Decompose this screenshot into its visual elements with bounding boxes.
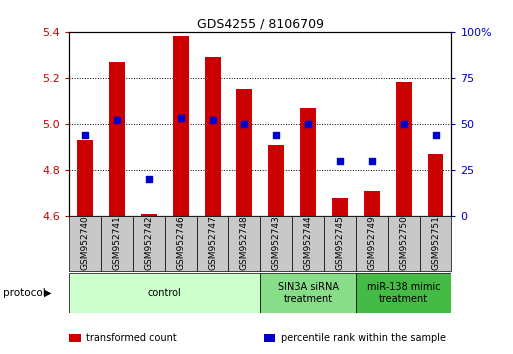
Point	[208, 118, 216, 123]
Bar	[292, 216, 324, 271]
Text: GSM952747: GSM952747	[208, 215, 217, 270]
Point	[368, 158, 376, 164]
Bar	[69, 273, 261, 313]
Point	[145, 176, 153, 182]
Bar	[332, 198, 348, 216]
Bar	[109, 62, 125, 216]
Text: protocol: protocol	[3, 288, 45, 298]
Point	[400, 121, 408, 127]
Point	[113, 118, 121, 123]
Bar	[165, 216, 196, 271]
Text: GSM952748: GSM952748	[240, 215, 249, 270]
Text: GSM952751: GSM952751	[431, 215, 440, 270]
Text: GSM952742: GSM952742	[144, 215, 153, 270]
Bar	[268, 144, 284, 216]
Bar	[69, 216, 101, 271]
Text: GSM952749: GSM952749	[367, 215, 377, 270]
Point	[176, 115, 185, 121]
Text: GSM952750: GSM952750	[399, 215, 408, 270]
Bar	[205, 57, 221, 216]
Text: SIN3A siRNA
treatment: SIN3A siRNA treatment	[278, 282, 339, 304]
Point	[81, 132, 89, 138]
Text: miR-138 mimic
treatment: miR-138 mimic treatment	[367, 282, 441, 304]
Point	[272, 132, 281, 138]
Bar	[324, 216, 356, 271]
Bar	[133, 216, 165, 271]
Bar	[228, 216, 261, 271]
Text: ▶: ▶	[44, 288, 51, 298]
Bar	[101, 216, 133, 271]
Text: GSM952740: GSM952740	[81, 215, 90, 270]
Text: GSM952745: GSM952745	[336, 215, 344, 270]
Bar	[261, 273, 356, 313]
Bar	[196, 216, 228, 271]
Text: GSM952741: GSM952741	[112, 215, 122, 270]
Bar	[141, 213, 157, 216]
Point	[304, 121, 312, 127]
Bar	[420, 216, 451, 271]
Point	[431, 132, 440, 138]
Text: control: control	[148, 288, 182, 298]
Text: GSM952746: GSM952746	[176, 215, 185, 270]
Bar	[261, 216, 292, 271]
Bar	[236, 89, 252, 216]
Title: GDS4255 / 8106709: GDS4255 / 8106709	[197, 18, 324, 31]
Bar	[388, 216, 420, 271]
Bar	[356, 216, 388, 271]
Text: transformed count: transformed count	[86, 333, 176, 343]
Bar	[173, 36, 189, 216]
Bar	[427, 154, 443, 216]
Point	[240, 121, 248, 127]
Bar	[77, 140, 93, 216]
Text: percentile rank within the sample: percentile rank within the sample	[281, 333, 446, 343]
Point	[336, 158, 344, 164]
Text: GSM952744: GSM952744	[304, 215, 312, 270]
Bar	[356, 273, 451, 313]
Text: GSM952743: GSM952743	[272, 215, 281, 270]
Bar	[396, 82, 411, 216]
Bar	[300, 108, 316, 216]
Bar	[364, 190, 380, 216]
